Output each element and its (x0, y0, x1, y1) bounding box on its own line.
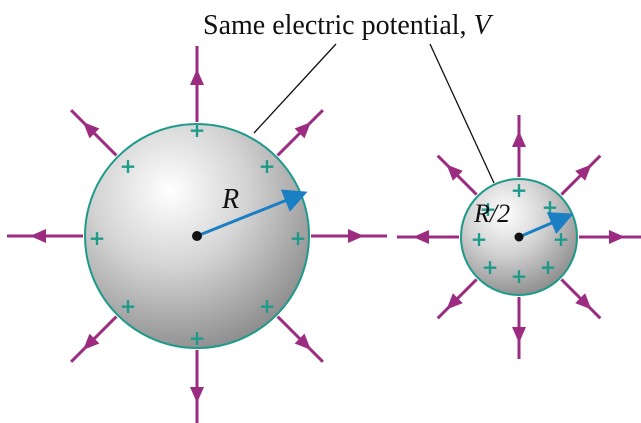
plus-charge: + (89, 226, 106, 250)
radius-label: R/2 (473, 199, 510, 228)
center-dot (515, 233, 524, 242)
plus-charge: + (553, 227, 570, 251)
field-arrowhead (190, 387, 204, 403)
plus-charge: + (540, 255, 557, 279)
radius-label: R (221, 184, 239, 215)
plus-charge: + (259, 154, 276, 178)
plus-charge: + (259, 294, 276, 318)
caption-text: Same electric potential, (203, 10, 467, 41)
plus-charge: + (120, 294, 137, 318)
plus-charge: + (120, 154, 137, 178)
plus-charge: + (189, 326, 206, 350)
plus-charge: + (482, 255, 499, 279)
field-arrowhead (413, 230, 429, 244)
plus-charge: + (542, 195, 559, 219)
caption: Same electric potential, V (203, 10, 494, 41)
plus-charge: + (189, 118, 206, 142)
plus-charge: + (471, 227, 488, 251)
leader-line (254, 44, 336, 133)
plus-charge: + (511, 178, 528, 202)
field-arrowhead (609, 230, 625, 244)
field-arrowhead (512, 131, 526, 147)
leader-line (430, 44, 494, 183)
center-dot (192, 231, 202, 241)
caption-variable: V (474, 10, 494, 41)
field-arrowhead (30, 229, 46, 243)
field-arrowhead (190, 69, 204, 85)
field-arrowhead (512, 327, 526, 343)
plus-charge: + (290, 226, 307, 250)
diagram: ++++++++++++++++ R R/2 Same electric pot… (0, 0, 641, 423)
plus-charge: + (511, 264, 528, 288)
field-arrowhead (348, 229, 364, 243)
